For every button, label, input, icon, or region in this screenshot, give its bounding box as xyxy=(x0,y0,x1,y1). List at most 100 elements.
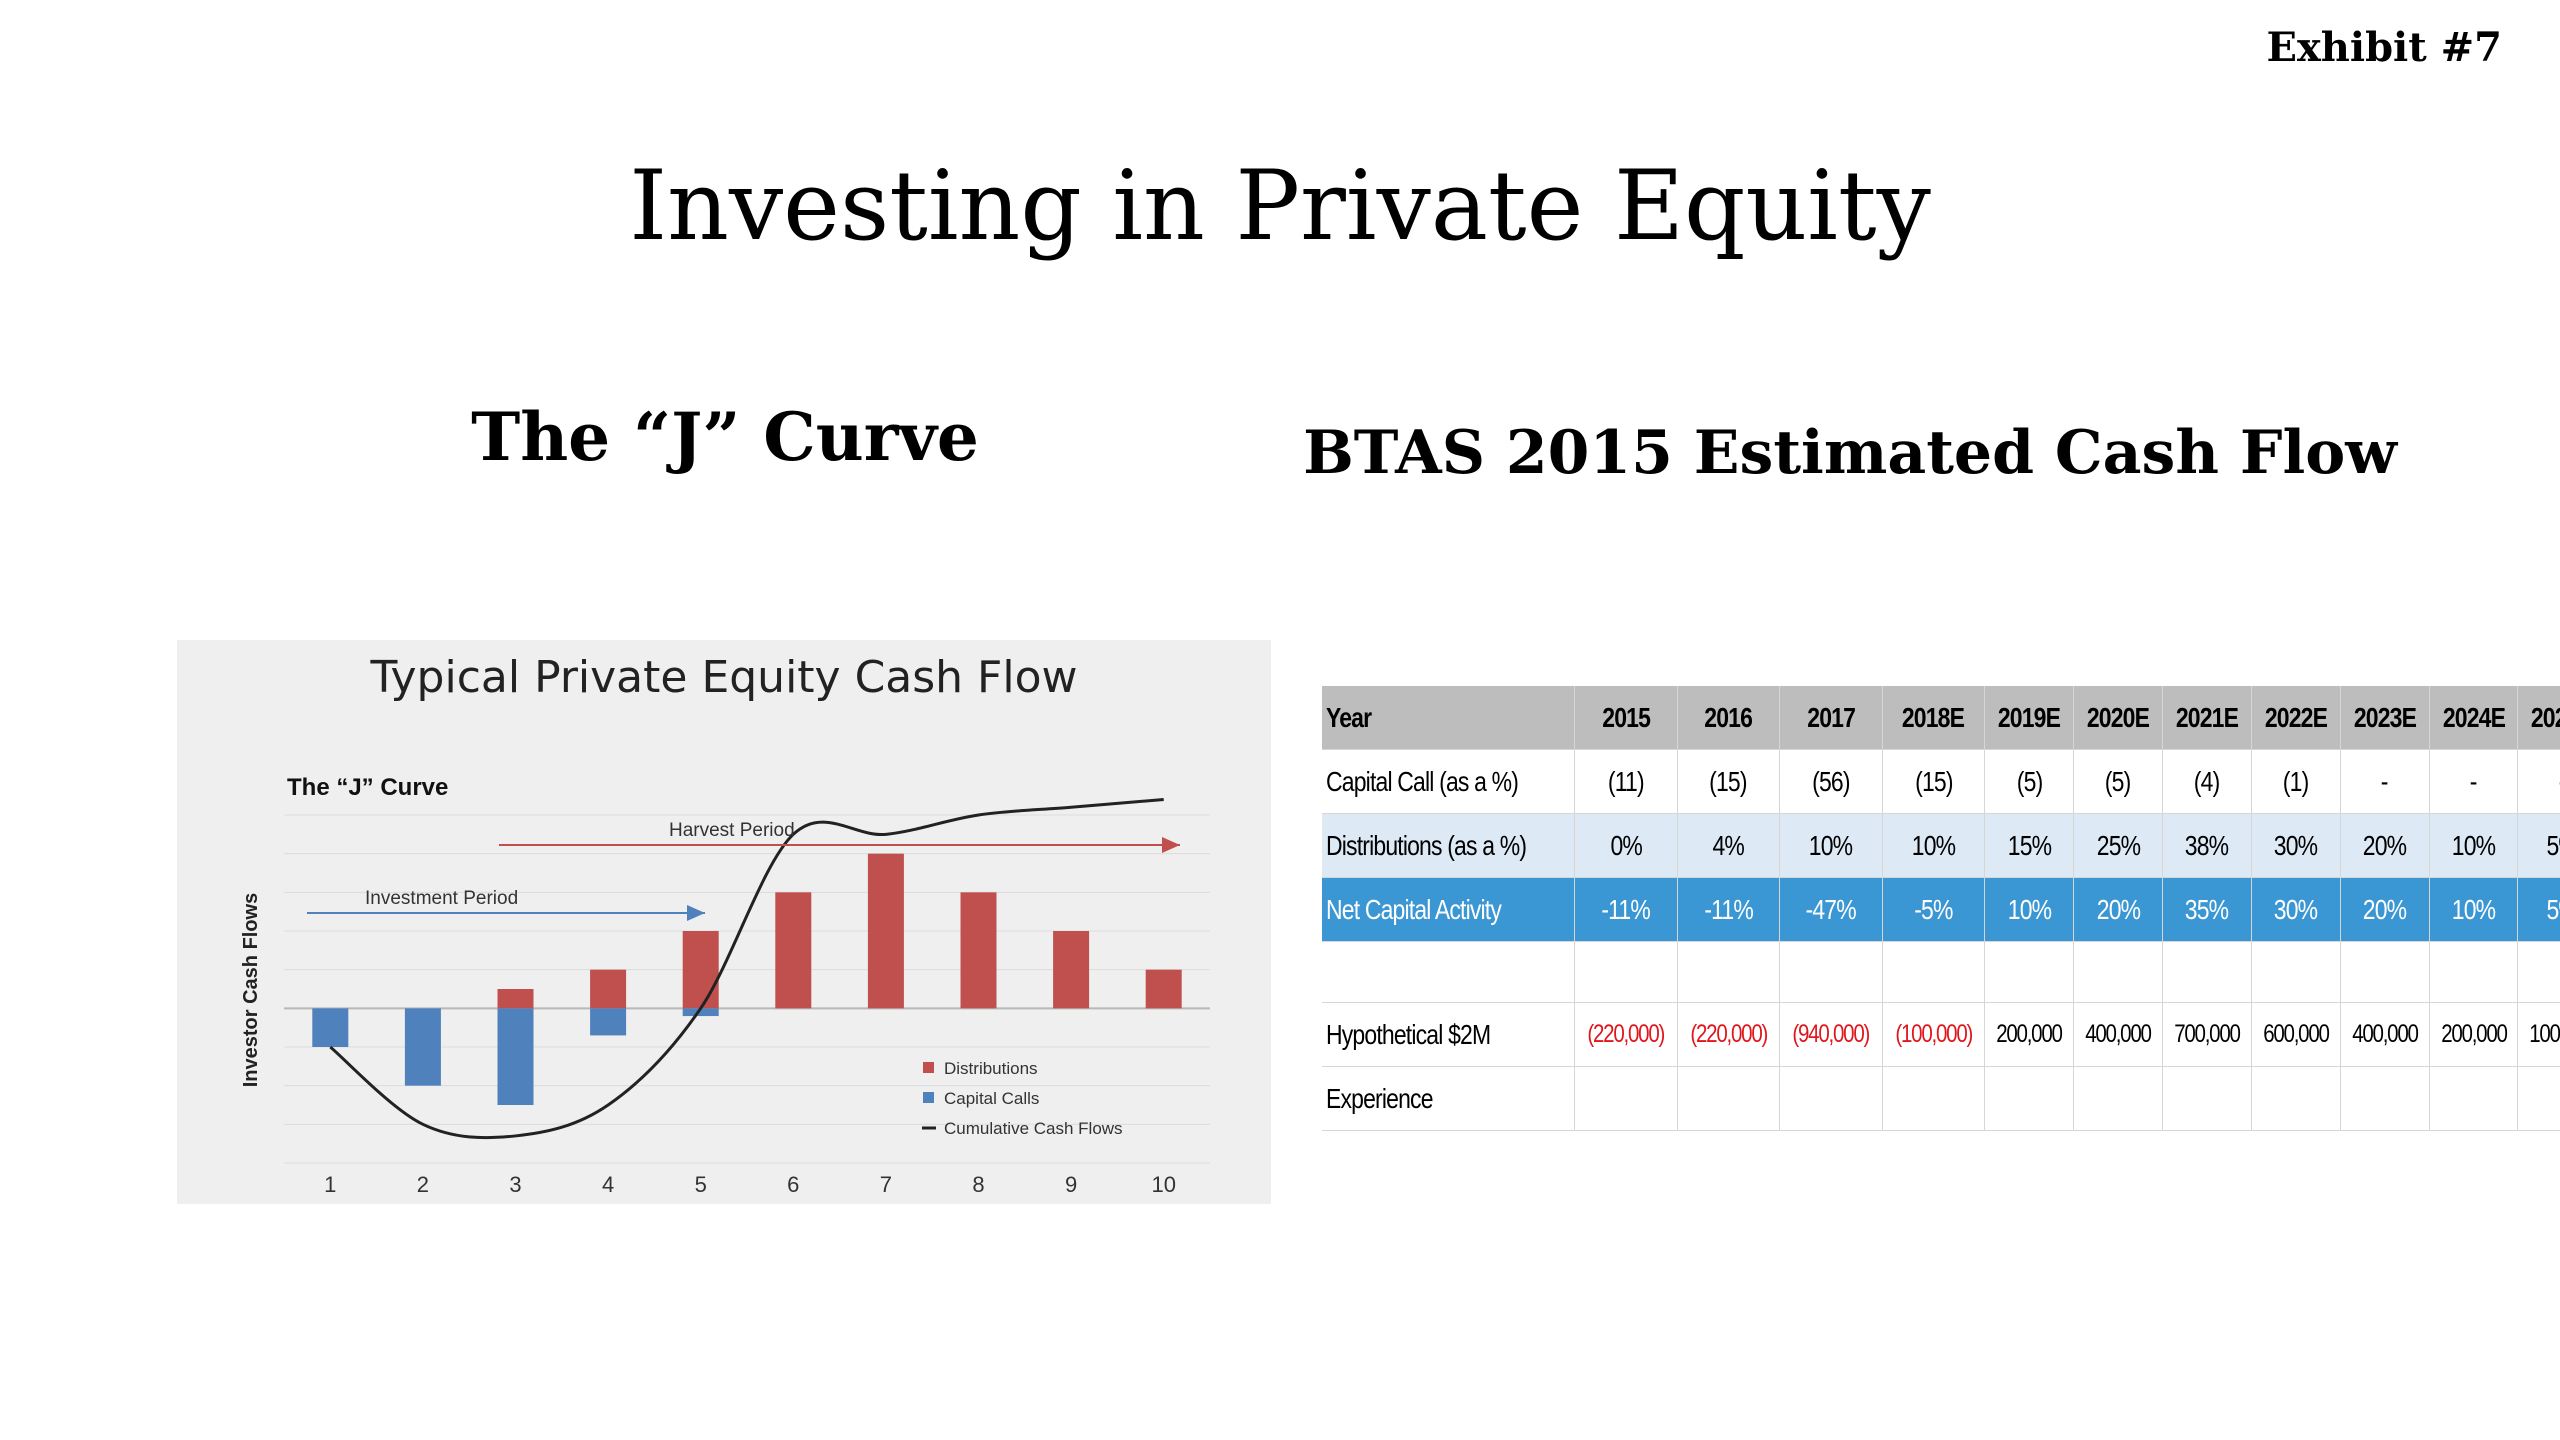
legend-label: Capital Calls xyxy=(944,1089,1039,1108)
x-tick-label: 5 xyxy=(695,1172,707,1197)
capital-call-bar xyxy=(497,1008,534,1105)
table-cell xyxy=(2517,941,2560,1003)
table-cell: 10% xyxy=(1779,813,1883,878)
cash-flow-table: Year 2015 2016 2017 2018E 2019E 2020E 2021E 2022… xyxy=(1322,686,2560,1131)
table-row-blank xyxy=(1322,941,2560,1003)
distribution-bar xyxy=(1053,931,1090,1009)
table-cell: (5) xyxy=(1984,749,2075,814)
table-cell: 20% xyxy=(2073,877,2163,942)
y-axis-label: Investor Cash Flows xyxy=(240,893,262,1088)
slide-title: Investing in Private Equity xyxy=(629,150,1931,262)
x-tick-label: 1 xyxy=(324,1172,336,1197)
cash-flow-heading: BTAS 2015 Estimated Cash Flow xyxy=(1303,418,2397,488)
table-cell: -47% xyxy=(1779,877,1883,942)
table-cell: (56) xyxy=(1779,749,1883,814)
x-tick-label: 7 xyxy=(880,1172,892,1197)
x-tick-label: 3 xyxy=(509,1172,521,1197)
capital-call-bar xyxy=(590,1008,627,1036)
table-cell: (220,000) xyxy=(1677,1002,1781,1067)
table-cell xyxy=(1882,941,1986,1003)
table-cell xyxy=(2073,1066,2163,1131)
table-cell: 0% xyxy=(1574,813,1678,878)
j-curve-chart-svg: Typical Private Equity Cash Flow The “J” … xyxy=(240,652,1210,1197)
table-cell: (5) xyxy=(2073,749,2163,814)
table-cell: 4% xyxy=(1677,813,1781,878)
table-cell: 2023E xyxy=(2340,686,2430,750)
table-row-hdr: Year 2015 2016 2017 2018E 2019E 2020E 2021E 2022… xyxy=(1322,686,2560,750)
distribution-bar xyxy=(1145,969,1182,1009)
row-label: Experience xyxy=(1322,1066,1576,1131)
table-cell: 30% xyxy=(2251,877,2341,942)
table-cell: 10% xyxy=(1882,813,1986,878)
table-cell xyxy=(1677,941,1781,1003)
table-row-dist: Distributions (as a %) 0% 4% 10% 10% 15% 25% 38… xyxy=(1322,813,2560,878)
table-cell xyxy=(1677,1066,1781,1131)
table-cell xyxy=(1882,1066,1986,1131)
table-cell: 25% xyxy=(2073,813,2163,878)
row-label: Net Capital Activity xyxy=(1322,877,1576,942)
harvest-period-label: Harvest Period xyxy=(669,820,795,841)
table-cell: - xyxy=(2429,749,2519,814)
table-row-net: Net Capital Activity -11% -11% -47% -5% 10% 20… xyxy=(1322,877,2560,942)
distribution-bar xyxy=(682,931,719,1009)
legend-swatch xyxy=(923,1092,934,1103)
table-cell: (220,000) xyxy=(1574,1002,1678,1067)
row-label: Distributions (as a %) xyxy=(1322,813,1576,878)
table-cell: (15) xyxy=(1677,749,1781,814)
chart-subtitle: The “J” Curve xyxy=(287,774,448,801)
table-cell: 5% xyxy=(2517,813,2560,878)
table-cell xyxy=(2162,941,2252,1003)
table-cell xyxy=(2429,1066,2519,1131)
cumulative-cash-flow-line xyxy=(329,798,1164,1140)
table-row-exp: Experience xyxy=(1322,1066,2560,1131)
table-cell: -11% xyxy=(1677,877,1781,942)
table-cell: 2021E xyxy=(2162,686,2252,750)
table-cell: 2020E xyxy=(2073,686,2163,750)
table-cell: 15% xyxy=(1984,813,2075,878)
table-cell: 30% xyxy=(2251,813,2341,878)
j-curve-chart: Typical Private Equity Cash Flow The “J” … xyxy=(177,640,1271,1204)
chart-title: Typical Private Equity Cash Flow xyxy=(369,652,1077,703)
table-cell: - xyxy=(2517,749,2560,814)
x-tick-label: 2 xyxy=(417,1172,429,1197)
table-cell: 2016 xyxy=(1677,686,1781,750)
table-cell: -5% xyxy=(1882,877,1986,942)
table-cell xyxy=(2429,941,2519,1003)
table-cell xyxy=(1779,1066,1883,1131)
x-tick-label: 8 xyxy=(972,1172,984,1197)
table-cell xyxy=(1984,941,2075,1003)
table-cell: (4) xyxy=(2162,749,2252,814)
table-cell xyxy=(2517,1066,2560,1131)
table-cell: 10% xyxy=(1984,877,2075,942)
investment-period-label: Investment Period xyxy=(365,888,518,909)
table-cell: 35% xyxy=(2162,877,2252,942)
table-cell xyxy=(1984,1066,2075,1131)
table-cell: 400,000 xyxy=(2340,1002,2430,1067)
table-cell: 38% xyxy=(2162,813,2252,878)
legend-label: Cumulative Cash Flows xyxy=(944,1119,1123,1138)
table-cell: 2015 xyxy=(1574,686,1678,750)
distribution-bar xyxy=(497,989,534,1009)
table-cell xyxy=(2073,941,2163,1003)
table-cell xyxy=(2340,1066,2430,1131)
table-cell: 200,000 xyxy=(1984,1002,2075,1067)
table-row-hyp: Hypothetical $2M (220,000) (220,000) (940,0… xyxy=(1322,1002,2560,1067)
table-cell xyxy=(2340,941,2430,1003)
row-label: Year xyxy=(1322,686,1576,750)
x-tick-label: 9 xyxy=(1065,1172,1077,1197)
table-cell: 400,000 xyxy=(2073,1002,2163,1067)
distribution-bar xyxy=(590,969,627,1009)
table-cell xyxy=(2162,1066,2252,1131)
x-tick-label: 6 xyxy=(787,1172,799,1197)
row-label: Hypothetical $2M xyxy=(1322,1002,1576,1067)
legend-label: Distributions xyxy=(944,1059,1038,1078)
x-tick-label: 10 xyxy=(1151,1172,1175,1197)
table-cell: 2025E xyxy=(2517,686,2560,750)
table-cell: 600,000 xyxy=(2251,1002,2341,1067)
capital-call-bar xyxy=(312,1008,349,1047)
table-cell xyxy=(1574,1066,1678,1131)
x-tick-label: 4 xyxy=(602,1172,614,1197)
table-cell: -11% xyxy=(1574,877,1678,942)
table-cell: 2017 xyxy=(1779,686,1883,750)
table-cell: 100,000 xyxy=(2517,1002,2560,1067)
